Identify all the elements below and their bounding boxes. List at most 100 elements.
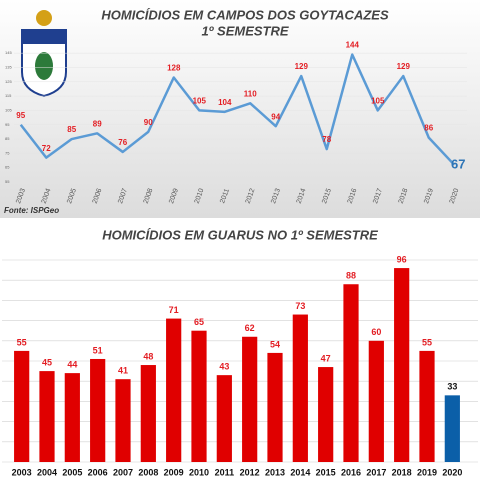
x-tick-label: 2008: [143, 188, 155, 205]
line: [19, 53, 456, 166]
data-label: 33: [447, 382, 457, 392]
x-tick-label: 2015: [316, 467, 336, 477]
x-tick-label: 2006: [92, 188, 104, 205]
y-tick-label: 105: [5, 107, 12, 112]
bar: [292, 314, 308, 462]
bar: [419, 350, 435, 462]
bar: [191, 330, 207, 462]
y-tick-label: 125: [5, 79, 12, 84]
y-tick-label: 65: [5, 165, 10, 170]
data-label: 129: [397, 62, 411, 71]
y-tick-label: 135: [5, 65, 12, 70]
data-label: 105: [371, 97, 385, 106]
data-label: 96: [397, 254, 407, 264]
x-tick-label: 2013: [270, 188, 282, 205]
y-tick-label: 75: [5, 150, 10, 155]
y-tick-label: 115: [5, 93, 12, 98]
data-label: 41: [118, 366, 128, 376]
data-label: 67: [451, 156, 465, 171]
data-label: 55: [17, 337, 27, 347]
x-tick-label: 2010: [189, 467, 209, 477]
data-label: 65: [194, 317, 204, 327]
y-tick-label: 55: [5, 179, 10, 184]
bar: [242, 336, 258, 462]
data-label: 89: [93, 119, 102, 128]
bar: [216, 375, 232, 462]
data-label: 43: [219, 362, 229, 372]
y-tick-label: 145: [5, 50, 12, 55]
y-tick-label: 85: [5, 136, 10, 141]
x-tick-label: 2018: [398, 188, 410, 205]
bar: [343, 284, 359, 462]
data-label: 73: [295, 301, 305, 311]
data-label: 76: [118, 138, 127, 147]
chart-subtitle: 1º SEMESTRE: [201, 23, 288, 38]
bar: [39, 371, 55, 462]
bar: [115, 379, 131, 462]
x-tick-label: 2011: [215, 467, 235, 477]
bar: [166, 318, 182, 462]
data-label: 62: [245, 323, 255, 333]
bar: [14, 350, 30, 462]
data-label: 45: [42, 357, 52, 367]
data-label: 94: [271, 112, 280, 121]
data-label: 128: [167, 64, 181, 73]
data-label: 48: [143, 351, 153, 361]
data-label: 105: [193, 97, 207, 106]
bar: [267, 352, 283, 462]
bar: [444, 395, 460, 462]
data-label: 88: [346, 271, 356, 281]
x-tick-label: 2007: [117, 188, 129, 205]
x-tick-label: 2017: [372, 188, 384, 205]
x-tick-label: 2009: [164, 467, 184, 477]
x-tick-label: 2006: [88, 467, 108, 477]
data-label: 144: [346, 41, 360, 50]
x-tick-label: 2007: [113, 467, 133, 477]
x-tick-label: 2005: [66, 188, 78, 205]
data-label: 71: [169, 305, 179, 315]
x-tick-label: 2005: [62, 467, 82, 477]
x-tick-label: 2019: [423, 188, 435, 205]
source: Fonte: ISPGeo: [4, 206, 59, 215]
x-tick-label: 2003: [12, 467, 32, 477]
data-label: 54: [270, 339, 280, 349]
bar: [90, 358, 106, 462]
x-tick-label: 2009: [168, 188, 180, 205]
data-label: 104: [218, 98, 232, 107]
x-tick-label: 2012: [245, 188, 257, 205]
x-tick-label: 2019: [417, 467, 437, 477]
x-tick-label: 2011: [219, 188, 231, 205]
data-label: 60: [371, 327, 381, 337]
data-label: 90: [144, 118, 153, 127]
x-tick-label: 2015: [321, 188, 333, 205]
x-tick-label: 2013: [265, 467, 285, 477]
x-tick-label: 2016: [341, 467, 361, 477]
x-tick-label: 2014: [290, 467, 310, 477]
data-label: 95: [16, 111, 25, 120]
x-tick-label: 2017: [366, 467, 386, 477]
x-tick-label: 2008: [138, 467, 158, 477]
bar: [64, 373, 80, 462]
x-tick-label: 2004: [37, 467, 57, 477]
bar: [368, 340, 384, 462]
x-tick-label: 2018: [392, 467, 412, 477]
data-label: 47: [321, 353, 331, 363]
data-label: 78: [322, 135, 331, 144]
x-tick-label: 2014: [296, 188, 308, 205]
data-label: 51: [93, 345, 103, 355]
bar: [394, 268, 410, 462]
bar: [140, 365, 156, 462]
data-label: 85: [67, 125, 76, 134]
x-tick-label: 2020: [449, 188, 461, 205]
y-tick-label: 95: [5, 122, 10, 127]
data-label: 72: [42, 144, 51, 153]
data-label: 110: [244, 89, 257, 98]
x-tick-label: 2020: [442, 467, 462, 477]
data-label: 86: [424, 124, 433, 133]
x-tick-label: 2004: [41, 188, 53, 205]
data-label: 129: [295, 62, 309, 71]
x-tick-label: 2012: [240, 467, 260, 477]
bar: [318, 367, 334, 462]
data-label: 55: [422, 337, 432, 347]
chart-title: HOMICÍDIOS EM CAMPOS DOS GOYTACAZES: [101, 7, 389, 22]
